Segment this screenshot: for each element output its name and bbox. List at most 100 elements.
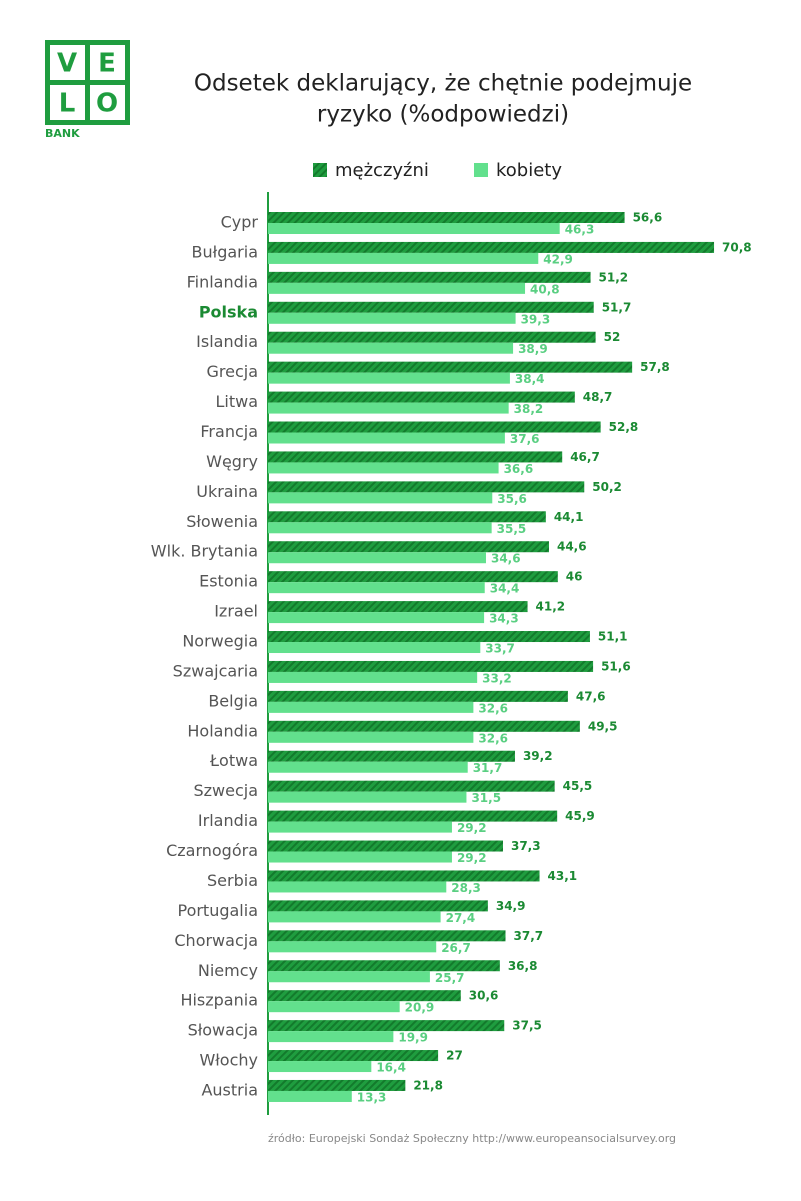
bar (268, 1061, 372, 1073)
legend-label: mężczyźni (335, 160, 429, 181)
value-label: 37,5 (512, 1019, 542, 1033)
y-tick-label: Hiszpania (180, 991, 258, 1010)
value-label: 16,4 (376, 1061, 406, 1075)
bar (268, 690, 568, 702)
value-label: 49,5 (588, 719, 618, 733)
value-label: 38,4 (515, 372, 545, 386)
value-label: 57,8 (640, 360, 670, 374)
value-label: 45,5 (563, 779, 593, 793)
bar (268, 731, 474, 743)
logo-cell (90, 85, 125, 120)
y-tick-label: Polska (199, 302, 258, 321)
bar (268, 870, 540, 882)
legend-label: kobiety (496, 160, 562, 181)
chart-title: Odsetek deklarujący, że chętnie podejmuj… (194, 71, 692, 97)
logo-cell (90, 45, 125, 80)
bar (268, 342, 514, 354)
y-tick-label: Izrael (214, 602, 258, 621)
y-tick-label: Francja (200, 422, 258, 441)
value-label: 34,3 (489, 612, 519, 626)
y-tick-label: Finlandia (187, 272, 258, 291)
bar (268, 1050, 439, 1062)
y-tick-label: Grecja (206, 362, 258, 381)
bar (268, 552, 486, 564)
logo-text: BANK (45, 127, 80, 140)
y-tick-label: Słowenia (186, 512, 258, 531)
value-label: 46,3 (565, 223, 595, 237)
bar (268, 1001, 400, 1013)
value-label: 37,6 (510, 432, 540, 446)
y-tick-label: Litwa (215, 392, 258, 411)
y-tick-label: Węgry (206, 452, 258, 471)
value-label: 40,8 (530, 282, 560, 296)
y-tick-label: Bułgaria (192, 242, 258, 261)
value-label: 27,4 (446, 911, 476, 925)
bar (268, 1031, 394, 1043)
value-label: 46,7 (570, 450, 600, 464)
bar (268, 331, 596, 343)
bar (268, 900, 488, 912)
y-tick-label: Portugalia (177, 901, 258, 920)
value-label: 20,9 (405, 1001, 435, 1015)
bar (268, 511, 546, 523)
bar (268, 780, 555, 792)
value-label: 44,1 (554, 510, 584, 524)
bar (268, 571, 558, 583)
value-label: 39,2 (523, 749, 553, 763)
bar (268, 451, 563, 463)
bar (268, 960, 500, 972)
bar (268, 1090, 352, 1102)
value-label: 51,2 (599, 270, 629, 284)
y-tick-label: Niemcy (198, 961, 258, 980)
bar (268, 821, 452, 833)
legend-swatch (313, 163, 327, 177)
value-label: 52,8 (609, 420, 639, 434)
bar (268, 671, 478, 683)
y-tick-label: Ukraina (196, 482, 258, 501)
value-label: 28,3 (451, 881, 481, 895)
bar (268, 223, 560, 234)
logo-cell (50, 45, 85, 80)
value-label: 47,6 (576, 689, 606, 703)
bar (268, 1020, 505, 1032)
value-label: 35,6 (497, 492, 527, 506)
value-label: 46 (566, 570, 583, 584)
value-label: 13,3 (357, 1090, 387, 1104)
value-label: 50,2 (592, 480, 622, 494)
value-label: 26,7 (441, 941, 471, 955)
value-label: 38,9 (518, 342, 548, 356)
value-label: 43,1 (548, 869, 578, 883)
bar (268, 492, 493, 504)
value-label: 51,1 (598, 630, 628, 644)
bar (268, 271, 591, 283)
value-label: 33,7 (485, 642, 515, 656)
logo-cell (50, 85, 85, 120)
y-tick-label: Chorwacja (174, 931, 258, 950)
bar (268, 541, 549, 553)
value-label: 45,9 (565, 809, 595, 823)
value-label: 42,9 (543, 252, 573, 266)
logo-letter: L (59, 89, 76, 119)
bar (268, 582, 485, 594)
bar (268, 391, 575, 403)
value-label: 31,7 (473, 761, 503, 775)
bar (268, 372, 510, 384)
bar (268, 252, 539, 264)
value-label: 36,8 (508, 959, 538, 973)
value-label: 30,6 (469, 989, 499, 1003)
value-label: 34,6 (491, 552, 521, 566)
bar (268, 840, 503, 852)
bar (268, 462, 499, 474)
value-label: 32,6 (478, 731, 508, 745)
y-tick-label: Szwajcaria (173, 661, 258, 680)
value-label: 34,9 (496, 899, 526, 913)
value-label: 37,7 (514, 929, 544, 943)
y-tick-label: Irlandia (198, 811, 258, 830)
logo-letter: V (57, 49, 77, 79)
bar (268, 810, 558, 822)
bar (268, 930, 506, 942)
value-label: 44,6 (557, 540, 587, 554)
y-tick-label: Islandia (196, 332, 258, 351)
